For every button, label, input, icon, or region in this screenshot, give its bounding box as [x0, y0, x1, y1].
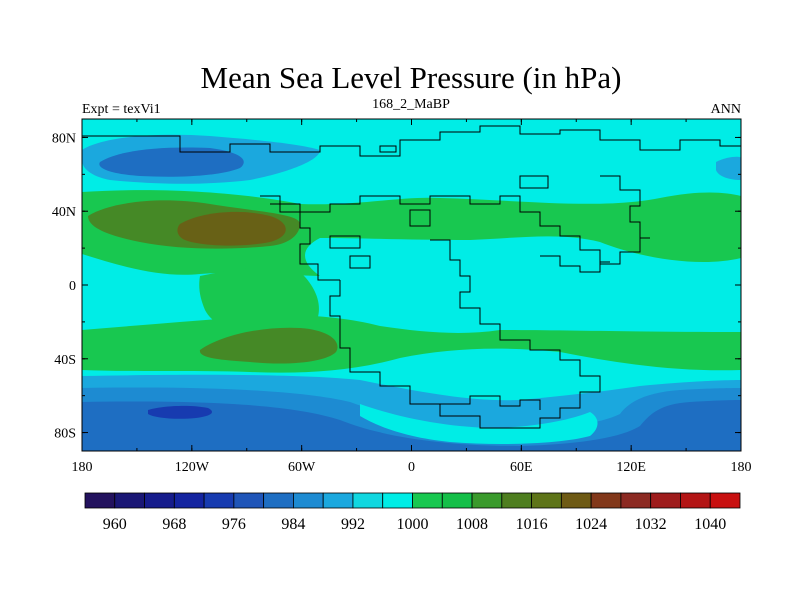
coast-seaway-c: [519, 175, 549, 189]
colorbar-cell: [412, 492, 443, 509]
y-tick-label: 40N: [52, 205, 76, 220]
colorbar-label: 968: [162, 516, 186, 533]
colorbar-label: 1024: [575, 516, 607, 533]
colorbar: [84, 492, 741, 509]
subtitle-left: Expt = texVi1: [82, 102, 161, 117]
nh-east-low: [716, 156, 741, 180]
colorbar-cell: [84, 492, 116, 509]
subtitle-right: ANN: [711, 102, 741, 117]
colorbar-label: 1016: [516, 516, 548, 533]
colorbar-cell: [590, 492, 622, 509]
coast-tethys-north: [270, 195, 650, 265]
colorbar-label: 1040: [694, 516, 726, 533]
y-tick-label: 0: [69, 279, 76, 294]
colorbar-label: 1032: [635, 516, 667, 533]
colorbar-label: 984: [281, 516, 305, 533]
nh-polar-low-inner: [99, 147, 244, 177]
colorbar-cell: [680, 492, 711, 509]
coast-arctic-island: [379, 145, 397, 153]
coast-china-blocks: [540, 255, 610, 273]
x-axis: 180 120W 60W 0 60E 120E 180: [72, 460, 752, 475]
so-deep-low: [148, 405, 212, 419]
colorbar-label: 1008: [456, 516, 488, 533]
coast-seaway-a: [349, 255, 371, 269]
colorbar-cell: [441, 492, 473, 509]
x-tick-label: 120E: [616, 460, 646, 475]
colorbar-cell: [203, 492, 235, 509]
colorbar-label: 976: [222, 516, 246, 533]
x-tick-label: 60W: [288, 460, 316, 475]
colorbar-cell: [382, 492, 413, 509]
y-tick-label: 40S: [54, 353, 76, 368]
coast-seaway-b: [409, 209, 431, 227]
colorbar-cell: [560, 492, 592, 509]
colorbar-label: 1000: [397, 516, 429, 533]
axis-ticks: [81, 119, 742, 451]
colorbar-label: 960: [103, 516, 127, 533]
colorbar-cell: [114, 492, 145, 509]
y-tick-label: 80S: [54, 427, 76, 442]
coast-seaway-d: [329, 235, 361, 249]
colorbar-cell: [263, 492, 294, 509]
x-tick-label: 60E: [510, 460, 533, 475]
sh-high-cell: [199, 327, 338, 364]
colorbar-cell: [501, 492, 532, 509]
antarctic-band: [360, 404, 598, 444]
x-tick-label: 180: [72, 460, 93, 475]
y-axis: 80N 40N 0 40S 80S: [52, 131, 76, 441]
colorbar-cell: [531, 492, 562, 509]
colorbar-cell: [233, 492, 265, 509]
coast-asia-east: [600, 175, 641, 240]
colorbar-cell: [471, 492, 503, 509]
colorbar-cell: [352, 492, 384, 509]
colorbar-cell: [173, 492, 205, 509]
chart-title: Mean Sea Level Pressure (in hPa): [201, 60, 622, 95]
colorbar-cell: [650, 492, 681, 509]
nh-high-core: [177, 211, 286, 246]
colorbar-cell: [144, 492, 175, 509]
colorbar-cell: [709, 492, 741, 509]
y-tick-label: 80N: [52, 131, 76, 146]
coastlines: [82, 125, 741, 429]
subtitle-center: 168_2_MaBP: [372, 97, 450, 112]
coast-antarctic-shelf: [440, 395, 541, 410]
colorbar-label: 992: [341, 516, 365, 533]
x-tick-label: 0: [408, 460, 415, 475]
x-tick-label: 180: [731, 460, 752, 475]
coast-laurasia: [82, 125, 741, 157]
coast-laurentia: [260, 195, 340, 281]
colorbar-cell: [620, 492, 652, 509]
coast-gondwana-west: [329, 280, 520, 429]
coast-gondwana-east: [430, 239, 601, 429]
colorbar-labels: 960 968 976 984 992 1000 1008 1016 1024 1032 1040: [103, 516, 726, 533]
pressure-field: [82, 119, 741, 451]
colorbar-cell: [293, 492, 324, 509]
so-low-inner: [82, 400, 741, 451]
colorbar-cell: [322, 492, 354, 509]
x-tick-label: 120W: [175, 460, 210, 475]
